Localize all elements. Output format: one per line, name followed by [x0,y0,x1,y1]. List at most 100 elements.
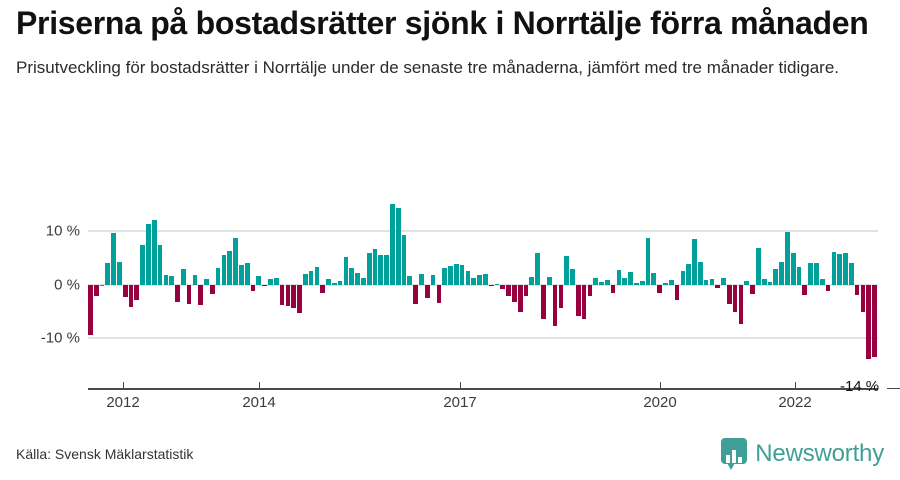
y-tick-label: 0 % [54,276,80,294]
bar [459,264,465,285]
bar [239,265,244,285]
plot-area [88,203,878,370]
page-title: Priserna på bostadsrätter sjönk i Norrtä… [16,5,869,41]
bar [738,284,744,325]
source-note: Källa: Svensk Mäklarstatistik [16,446,194,462]
bar [674,284,680,300]
bar [593,277,599,285]
bar [500,284,506,290]
bar [93,284,99,296]
bar [175,284,180,303]
chart-footer: Källa: Svensk Mäklarstatistik Newsworthy [0,428,900,480]
bar [750,284,755,295]
bar [703,280,709,285]
bar [424,284,430,298]
bar [117,262,122,285]
y-tick-label: 10 % [45,222,80,240]
bar [610,284,616,293]
bar [697,262,703,285]
bar [436,284,442,303]
bar [157,245,163,285]
bar [99,284,105,286]
bar [546,276,552,285]
bar [599,282,604,285]
bar [523,284,529,297]
bar [506,284,511,296]
bar [209,284,215,294]
bar [384,255,389,285]
bar [587,284,593,297]
bar [163,275,169,285]
bar [628,272,633,285]
bar [802,284,808,295]
bar [477,275,482,285]
bar [819,279,825,285]
bar [604,279,610,285]
bar [558,284,564,309]
gridline-10 [88,230,878,233]
bar [726,284,732,304]
y-tick-label: -10 % [40,329,80,347]
bar [453,263,459,285]
bar [831,252,837,285]
bar [88,284,93,336]
bar [244,262,250,285]
bar [343,256,349,285]
bar [715,284,721,288]
x-tick-label: 2012 [106,394,140,411]
bar [105,262,111,285]
bar [564,255,570,285]
bar [256,276,262,285]
bar [512,284,517,302]
bar [657,284,662,294]
bar [732,284,738,313]
bar [552,284,558,327]
bar [767,282,773,285]
bar [866,284,872,360]
bar [825,284,831,292]
bar [151,220,157,285]
bar [483,274,488,285]
bar [570,268,575,285]
bar [860,284,866,312]
bar [215,267,221,285]
bar [709,278,715,285]
bar [465,270,471,285]
bar [111,232,116,285]
bar [419,274,424,285]
bar [430,274,436,285]
annotation-leader-right [886,388,900,389]
gridline--10 [88,337,878,339]
bar [529,277,535,285]
bar [796,267,802,285]
bar [326,278,331,285]
bar [756,247,761,285]
value-annotation: -14 % [839,378,880,395]
bar [494,283,500,285]
bar [848,263,854,285]
bar [761,279,767,285]
y-axis-labels: 10 % 0 % -10 % [0,210,80,370]
annotation-leader-left [818,388,840,389]
bar [488,284,494,287]
bar [180,268,186,285]
bar [337,281,343,285]
x-tick-label: 2022 [778,394,812,411]
bar [279,284,285,305]
bar [471,278,477,285]
bar [355,273,360,285]
bar [349,267,355,285]
bar [395,207,401,285]
newsworthy-logo[interactable]: Newsworthy [721,438,884,470]
bar [575,284,581,316]
bar [291,284,296,309]
bar [262,284,267,286]
bar [622,278,628,285]
x-tick-label: 2020 [643,394,677,411]
gridline-0 [88,283,878,286]
bar [872,284,877,358]
x-tick [660,382,661,390]
bar [634,282,639,285]
bar [680,271,686,285]
bar [535,253,540,285]
